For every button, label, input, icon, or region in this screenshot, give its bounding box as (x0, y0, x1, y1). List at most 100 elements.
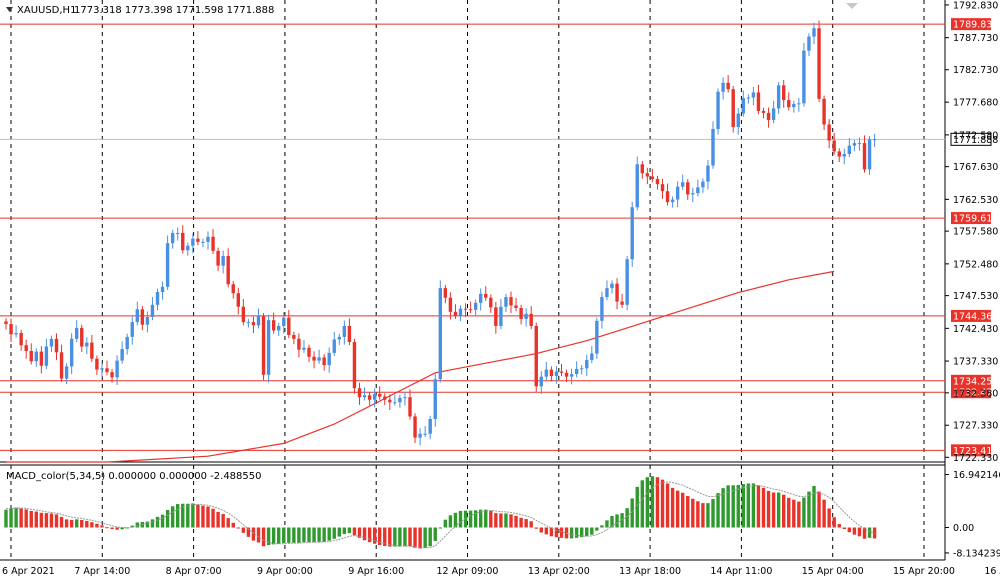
candle-up (544, 369, 549, 377)
macd-histogram-bar (867, 527, 872, 538)
macd-histogram-bar (236, 527, 240, 529)
macd-histogram-bar (736, 485, 740, 528)
macd-histogram-bar (413, 527, 417, 548)
candle-down (686, 182, 690, 195)
candle-up (423, 433, 427, 435)
candle-up (372, 393, 377, 400)
x-tick-label: 15 Apr 04:00 (802, 566, 864, 577)
macd-histogram-bar (499, 513, 503, 528)
candle-up (499, 306, 503, 326)
candle-up (590, 353, 594, 360)
candle-down (383, 396, 387, 400)
macd-histogram-bar (59, 516, 64, 528)
moving-average-line (6, 270, 835, 463)
candle-up (403, 397, 407, 399)
macd-histogram-bar (241, 527, 246, 533)
candle-down (307, 347, 311, 357)
macd-histogram-bar (691, 498, 695, 528)
candle-down (862, 143, 867, 170)
one-click-trading-arrow-icon[interactable] (846, 3, 858, 9)
macd-histogram-bar (115, 527, 119, 530)
macd-histogram-bar (75, 519, 79, 528)
macd-histogram-bar (64, 519, 69, 528)
macd-histogram-bar (832, 517, 836, 528)
symbol-dropdown-triangle-icon[interactable] (6, 7, 13, 12)
macd-histogram-bar (842, 527, 846, 530)
macd-histogram-bar (519, 517, 523, 528)
candle-down (443, 288, 448, 298)
x-tick-label: 15 Apr 20:00 (893, 566, 955, 577)
candle-up (337, 336, 341, 340)
macd-histogram-bar (615, 514, 619, 528)
candle-down (110, 372, 114, 378)
macd-histogram-bar (837, 524, 841, 528)
macd-histogram-bar (524, 519, 528, 528)
candle-down (514, 305, 518, 308)
macd-histogram-bar (176, 504, 180, 528)
candle-up (206, 236, 210, 242)
y-tick-label: 1772.580 (953, 130, 998, 141)
macd-histogram-bar (605, 520, 609, 528)
macd-histogram-bar (549, 527, 554, 537)
ohlc-text: 1773.318 1773.398 1771.598 1771.888 (74, 5, 274, 16)
macd-histogram-bar (196, 504, 200, 528)
candle-down (271, 320, 276, 331)
macd-histogram-bar (19, 508, 23, 528)
macd-histogram-bar (660, 479, 665, 528)
candle-up (630, 207, 634, 260)
candle-down (24, 345, 28, 351)
candle-up (246, 322, 251, 324)
macd-histogram-bar (221, 514, 225, 528)
candle-up (130, 322, 134, 337)
macd-histogram-bar (211, 508, 215, 528)
candle-up (776, 85, 781, 109)
macd-histogram-bar (514, 515, 518, 528)
macd-histogram-bar (600, 525, 604, 528)
macd-y-tick-label: 16.942146 (953, 470, 1000, 481)
macd-histogram-bar (317, 527, 321, 542)
macd-histogram-bar (201, 505, 205, 528)
macd-indicator-label: MACD_color(5,34,5) 0.000000 0.000000 -2.… (6, 471, 262, 482)
candle-up (802, 50, 806, 104)
candle-down (29, 350, 33, 362)
candle-up (44, 346, 49, 366)
candle-down (640, 164, 644, 174)
macd-histogram-bar (100, 525, 104, 528)
candle-up (14, 333, 18, 335)
y-tick-label: 1787.730 (953, 33, 998, 44)
candle-up (867, 139, 872, 170)
macd-histogram-bar (120, 527, 124, 530)
macd-histogram-bar (721, 488, 725, 528)
macd-histogram-bar (428, 527, 432, 547)
candle-up (721, 82, 725, 92)
candle-down (645, 173, 650, 177)
candle-down (534, 325, 538, 387)
candle-up (201, 241, 205, 243)
macd-panel (4, 476, 877, 549)
candle-down (817, 28, 821, 99)
candle-down (731, 89, 735, 128)
macd-histogram-bar (408, 527, 412, 547)
candle-up (176, 232, 180, 234)
macd-histogram-bar (170, 506, 175, 528)
candle-up (595, 320, 599, 354)
y-tick-label: 1732.380 (953, 388, 998, 399)
macd-histogram-bar (494, 513, 498, 528)
macd-histogram-bar (398, 527, 402, 547)
macd-histogram-bar (4, 509, 8, 528)
macd-histogram-bar (34, 511, 38, 528)
macd-histogram-bar (655, 477, 660, 528)
candle-down (80, 327, 84, 347)
macd-histogram-bar (332, 527, 336, 539)
macd-histogram-bar (181, 503, 185, 528)
candle-up (842, 154, 846, 157)
candle-down (494, 307, 498, 326)
macd-histogram-bar (580, 527, 584, 538)
macd-histogram-bar (342, 527, 347, 535)
macd-histogram-bar (49, 513, 54, 528)
candle-down (463, 308, 468, 310)
macd-histogram-bar (479, 509, 483, 528)
candle-up (736, 113, 740, 128)
